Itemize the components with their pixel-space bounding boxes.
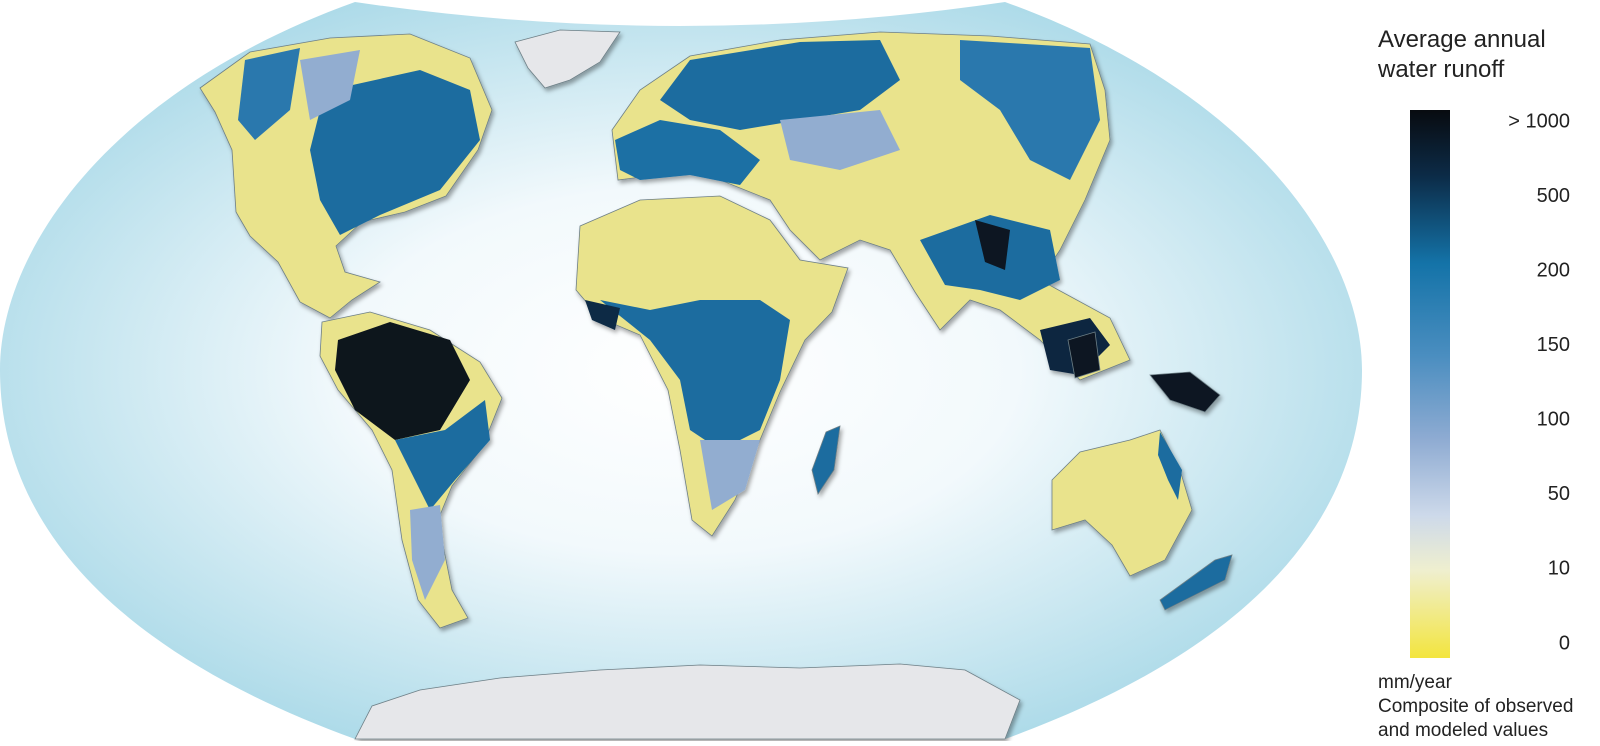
legend: Average annual water runoff > 1000500200… [1377, 26, 1573, 741]
australia-east [1158, 432, 1182, 500]
russia-wet [660, 40, 900, 130]
europe-wet [615, 120, 760, 185]
legend-note: Composite of observed [1378, 696, 1573, 717]
legend-tick-label: 500 [1537, 185, 1570, 207]
legend-note: and modeled values [1378, 720, 1548, 741]
color-scale-bar [1410, 110, 1450, 658]
madagascar [811, 425, 841, 495]
africa-wet [600, 300, 790, 450]
legend-title: Average annual [1378, 26, 1546, 53]
greenland [514, 29, 621, 89]
legend-tick-label: 100 [1537, 409, 1570, 431]
legend-tick-label: > 1000 [1508, 110, 1570, 132]
legend-title: water runoff [1377, 56, 1505, 83]
legend-unit: mm/year [1378, 672, 1453, 693]
legend-tick-label: 50 [1548, 483, 1570, 505]
antarctica [354, 663, 1021, 740]
north-america-wet [310, 70, 480, 235]
legend-tick-label: 10 [1548, 558, 1570, 580]
legend-tick-label: 0 [1559, 632, 1570, 654]
legend-tick-label: 200 [1537, 259, 1570, 281]
south-america-blue [395, 400, 490, 510]
amazon [335, 322, 470, 440]
north-america-mid [300, 50, 360, 120]
legend-tick-label: 150 [1537, 334, 1570, 356]
landmasses [199, 29, 1233, 740]
southeast-asia-dark [975, 220, 1010, 270]
new-zealand [1159, 554, 1233, 611]
africa-dark [585, 300, 620, 330]
siberia-wet [960, 40, 1100, 180]
africa-pale [700, 440, 760, 510]
indonesia [1149, 371, 1221, 413]
south-america-pale [410, 505, 445, 600]
central-asia-pale [780, 110, 900, 170]
north-america-west [238, 48, 300, 140]
borneo [1067, 331, 1101, 379]
australia [1051, 429, 1193, 577]
